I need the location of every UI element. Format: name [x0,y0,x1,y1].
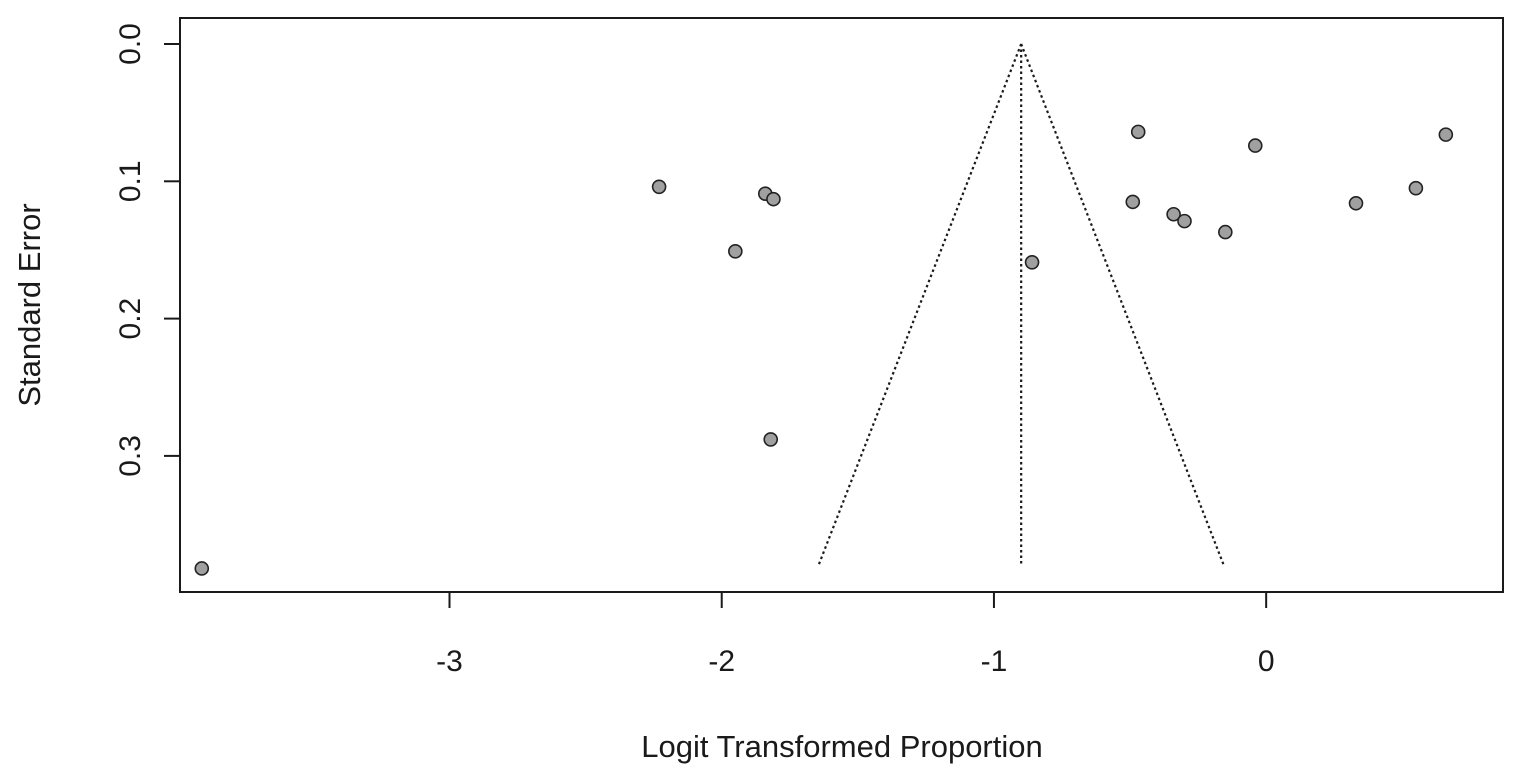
data-point [1218,224,1233,240]
x-tick-label: 0 [1258,645,1275,678]
data-points [194,124,1454,576]
x-axis: -3 -2 -1 0 [436,591,1275,678]
y-axis: 0.0 0.1 0.2 0.3 [114,23,181,477]
data-point [766,191,781,207]
data-point [1438,127,1454,142]
data-point [1024,255,1040,270]
data-point [728,244,743,259]
x-tick-label: -1 [981,645,1008,678]
data-point [1125,194,1141,210]
data-point [651,179,667,195]
data-point [1348,195,1364,211]
y-tick-label: 0.1 [114,160,147,202]
data-point [1166,206,1181,222]
x-axis-title: Logit Transformed Proportion [641,729,1043,764]
y-tick-label: 0.2 [114,298,147,340]
y-axis-title: Standard Error [12,203,47,406]
funnel-left-line [817,43,1023,567]
x-tick-label: -3 [436,645,463,678]
data-point [1130,124,1146,140]
data-point [194,561,210,576]
funnel-right-line [1020,43,1225,567]
data-point [1247,138,1263,153]
y-tick-label: 0.3 [114,435,147,477]
data-point [1408,180,1424,196]
x-tick-label: -2 [708,645,735,678]
data-point [1177,213,1192,229]
funnel-lines [817,43,1225,567]
y-tick-label: 0.0 [114,23,147,65]
data-point [763,432,779,447]
